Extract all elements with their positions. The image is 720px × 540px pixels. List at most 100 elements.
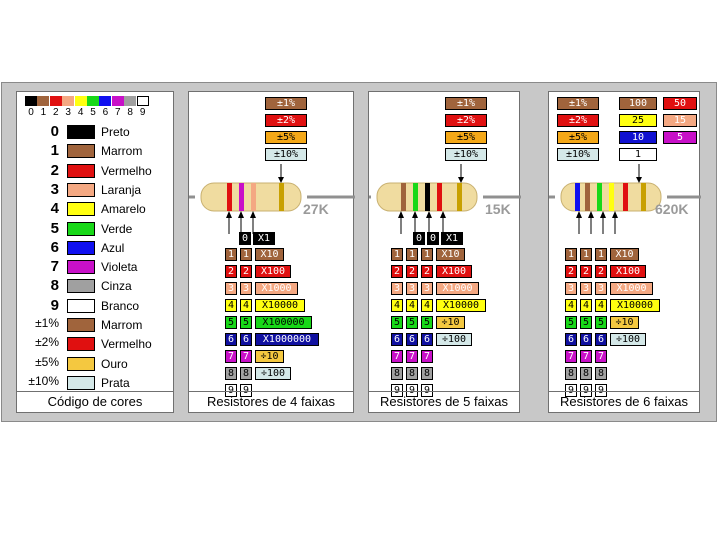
- color-swatch: [67, 240, 95, 255]
- multiplier-cell: X1000: [436, 282, 479, 295]
- multiplier-cell: ÷10: [436, 316, 465, 329]
- tolerance-arrow-head: [458, 177, 464, 183]
- digit-cell: 1: [595, 248, 607, 261]
- digit-cell: 9: [225, 384, 237, 397]
- color-value: 4: [50, 200, 59, 218]
- digit-cell: 1: [580, 248, 592, 261]
- digit-cell: 4: [565, 299, 577, 312]
- multiplier-cell: X10000: [610, 299, 660, 312]
- digit-cell: 4: [580, 299, 592, 312]
- band-arrow-head: [576, 211, 582, 218]
- band-arrow-head: [612, 211, 618, 218]
- color-value: ±1%: [35, 316, 59, 330]
- tempco-cell: 100: [619, 97, 657, 110]
- tolerance-cell: ±5%: [445, 131, 487, 144]
- color-value: 0: [50, 123, 59, 140]
- five-band-footer: Resistores de 5 faixas: [369, 391, 519, 412]
- digit-cell: 3: [580, 282, 592, 295]
- color-name: Prata: [101, 375, 130, 390]
- color-value: ±10%: [28, 373, 59, 388]
- color-code-rows: 0 Preto 1 Marrom 2 Vermelho 3 Laranja 4 Amarelo 5 V…: [17, 123, 175, 392]
- digit-cell: 3: [225, 282, 237, 295]
- scale-digit: 1: [40, 107, 47, 118]
- color-swatch: [67, 318, 95, 332]
- resistor-band: [227, 183, 232, 211]
- color-name: Marrom: [101, 144, 143, 159]
- scale-swatch: [62, 96, 75, 106]
- color-value: 5: [50, 219, 59, 237]
- color-name: Laranja: [101, 182, 142, 197]
- five-band-resistor-diagram: [369, 164, 521, 234]
- color-swatch: [67, 125, 95, 139]
- five-band-panel: ±1% ±2% ±5% ±10% 15K 0 0 X1 1 1 1 X10 2 2 2 X100 3 3 3 X…: [368, 91, 521, 413]
- six-band-tempco-list: 100 50 25 15 10 5 1: [619, 97, 699, 167]
- tolerance-cell: ±2%: [265, 114, 307, 127]
- five-band-tolerance-list: ±1% ±2% ±5% ±10%: [445, 97, 495, 167]
- scale-swatch: [25, 96, 37, 106]
- digit-cell: 4: [406, 299, 418, 312]
- multiplier-cell: X1000000: [255, 333, 319, 346]
- resistor-band: [575, 183, 580, 211]
- digit-cell: 8: [225, 367, 237, 380]
- digit-cell: 9: [565, 384, 577, 397]
- digit-cell: 5: [225, 316, 237, 329]
- color-swatch: [67, 356, 95, 371]
- color-value: 3: [50, 180, 59, 198]
- six-band-resistor-diagram: [549, 164, 701, 234]
- digit-cell: 4: [595, 299, 607, 312]
- digit-cell: 5: [580, 316, 592, 329]
- digit-cell: 7: [406, 350, 418, 363]
- header-cell: 0: [427, 232, 439, 245]
- digit-cell: 3: [421, 282, 433, 295]
- scale-swatch: [136, 96, 149, 106]
- five-band-value-label: 15K: [485, 201, 511, 217]
- color-swatch: [67, 279, 95, 294]
- digit-cell: 5: [421, 316, 433, 329]
- multiplier-cell: X1000: [610, 282, 653, 295]
- color-name: Marrom: [101, 318, 143, 332]
- color-value: 8: [50, 277, 59, 295]
- scale-digit: 4: [77, 107, 84, 118]
- tolerance-cell: ±5%: [557, 131, 599, 144]
- color-value: 7: [50, 258, 59, 276]
- tolerance-cell: ±10%: [445, 148, 487, 161]
- color-swatch: [67, 337, 95, 352]
- tolerance-arrow-head: [636, 177, 642, 183]
- digit-cell: 8: [391, 367, 403, 380]
- four-band-value-label: 27K: [303, 201, 329, 217]
- five-band-header-row: 0 0 X1: [413, 232, 493, 246]
- multiplier-cell: ÷100: [255, 367, 291, 380]
- six-band-panel: ±1% ±2% ±5% ±10% 100 50 25 15 10 5 1 620K 1 1 1 X10 2…: [548, 91, 701, 413]
- tolerance-arrow-head: [278, 177, 284, 183]
- digit-cell: 5: [240, 316, 252, 329]
- digit-cell: 4: [240, 299, 252, 312]
- resistor-band: [251, 183, 256, 211]
- scale-swatch: [87, 96, 99, 106]
- band-arrow-head: [440, 211, 446, 218]
- four-band-tolerance-list: ±1% ±2% ±5% ±10%: [265, 97, 315, 167]
- digit-cell: 2: [580, 265, 592, 278]
- six-band-decode-grid: 1 1 1 X10 2 2 2 X100 3 3 3 X1000 4 4 4 X10000 5 5 5 ÷10 6 6 6 ÷…: [565, 248, 701, 398]
- color-value: 1: [50, 142, 59, 160]
- resistor-band: [239, 183, 244, 211]
- color-name: Ouro: [101, 356, 128, 371]
- digit-cell: 2: [421, 265, 433, 278]
- digit-cell: 2: [240, 265, 252, 278]
- tolerance-cell: ±2%: [557, 114, 599, 127]
- band-arrow-head: [226, 211, 232, 218]
- digit-cell: 1: [240, 248, 252, 261]
- color-value: 6: [50, 238, 59, 256]
- color-value: 2: [50, 161, 59, 179]
- multiplier-cell: X10: [610, 248, 639, 261]
- band-arrow-head: [398, 211, 404, 218]
- digit-cell: 7: [240, 350, 252, 363]
- digit-cell: 2: [391, 265, 403, 278]
- digit-cell: 2: [565, 265, 577, 278]
- header-cell: 0: [239, 232, 251, 245]
- scale-digit: 0: [28, 107, 34, 118]
- color-value: ±2%: [35, 335, 59, 350]
- color-name: Preto: [101, 125, 130, 139]
- tempco-cell: 15: [663, 114, 697, 127]
